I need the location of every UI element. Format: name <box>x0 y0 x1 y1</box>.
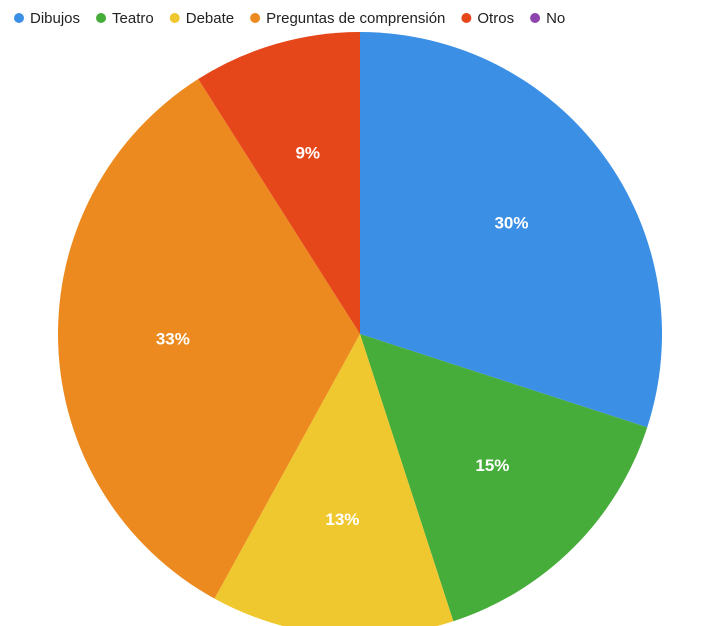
value-label: 15% <box>475 456 509 475</box>
legend-marker <box>96 13 107 23</box>
legend-marker <box>14 13 24 23</box>
value-label: 30% <box>494 213 528 232</box>
legend-marker <box>169 13 180 23</box>
legend-label: Otros <box>477 10 514 27</box>
legend-marker <box>461 13 472 23</box>
pie-slice <box>57 79 361 599</box>
legend-marker <box>530 13 541 23</box>
pie-slice <box>360 334 648 622</box>
legend-label: Preguntas de comprensión <box>266 10 445 27</box>
legend-label: Dibujos <box>30 10 80 27</box>
legend-label: Teatro <box>112 10 154 27</box>
pie-slice <box>198 32 360 334</box>
legend-marker <box>250 13 261 23</box>
pie-slice <box>360 32 662 428</box>
pie-slice <box>214 334 454 626</box>
legend-label: Debate <box>186 10 234 27</box>
legend-label: No <box>546 10 565 27</box>
value-label: 33% <box>156 329 190 348</box>
value-label: 13% <box>325 510 359 529</box>
value-label: 9% <box>295 144 320 163</box>
